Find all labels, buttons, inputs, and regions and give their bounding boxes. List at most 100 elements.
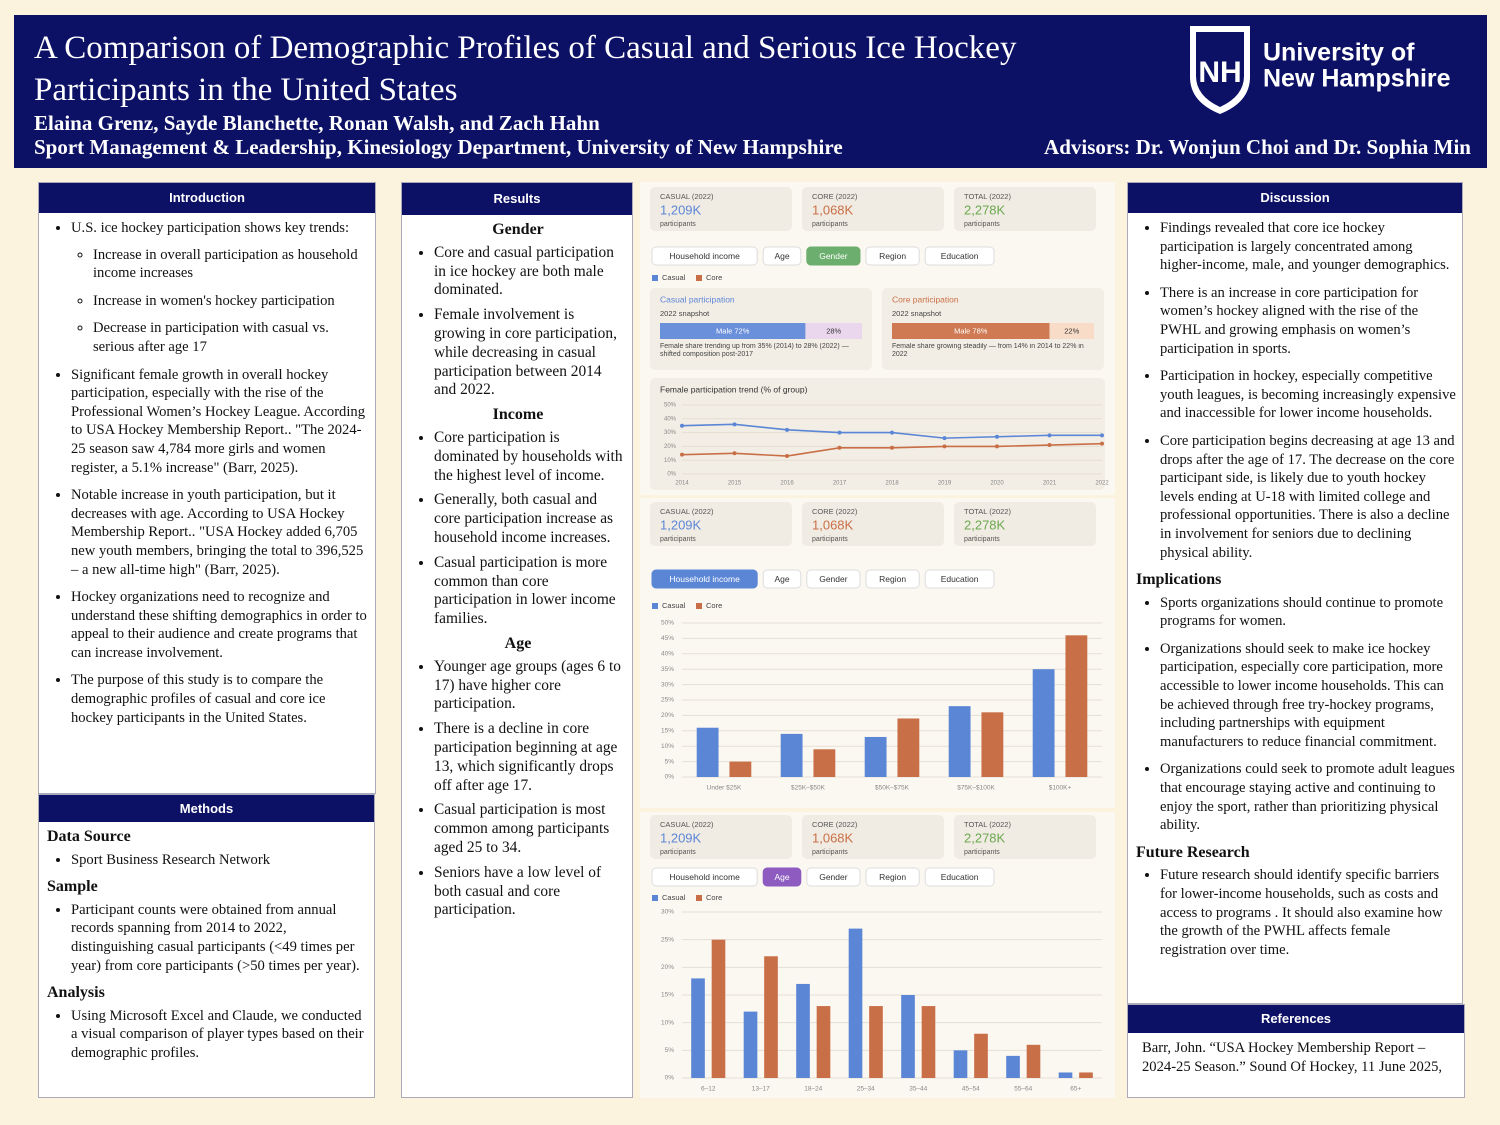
card-label: CASUAL (2022) bbox=[660, 820, 714, 829]
share-label: 22% bbox=[1064, 326, 1079, 335]
point bbox=[732, 451, 737, 456]
y-tick-label: 5% bbox=[665, 758, 675, 765]
tab-label: Gender bbox=[819, 872, 848, 882]
point bbox=[1047, 433, 1052, 438]
y-tick-label: 50% bbox=[664, 403, 677, 409]
logo-text: New Hampshire bbox=[1263, 65, 1451, 93]
tab-label: Education bbox=[941, 872, 979, 882]
tab[interactable] bbox=[924, 867, 995, 887]
section-heading: References bbox=[1128, 1005, 1464, 1033]
bullet: Core and casual participation in ice hoc… bbox=[434, 244, 626, 300]
bar bbox=[948, 706, 971, 777]
bullet: U.S. ice hockey participation shows key … bbox=[71, 219, 369, 357]
tab[interactable] bbox=[651, 867, 758, 887]
tab[interactable] bbox=[865, 867, 920, 887]
tab[interactable] bbox=[806, 867, 861, 887]
subheading: Gender bbox=[492, 221, 544, 238]
legend-label: Core bbox=[706, 273, 722, 282]
point bbox=[680, 423, 684, 428]
sub-bullet: Decrease in participation with casual vs… bbox=[93, 319, 369, 356]
y-tick-label: 10% bbox=[661, 743, 674, 750]
point bbox=[995, 444, 999, 449]
bullet-list: Core and casual participation in ice hoc… bbox=[410, 244, 626, 400]
section-body: Data Source Sport Business Research Netwo… bbox=[39, 822, 374, 1063]
card-unit: participants bbox=[964, 221, 1000, 228]
x-tick-label: 2019 bbox=[938, 481, 952, 487]
tab[interactable] bbox=[651, 569, 758, 589]
point bbox=[680, 452, 684, 457]
x-tick-label: 2021 bbox=[1043, 481, 1057, 487]
x-tick-label: 2016 bbox=[780, 481, 794, 487]
x-tick-label: 25–34 bbox=[857, 1086, 875, 1093]
section-heading: Methods bbox=[39, 795, 374, 822]
tab-label: Region bbox=[879, 251, 906, 261]
tab-label: Age bbox=[774, 872, 789, 882]
tab-label: Region bbox=[879, 872, 906, 882]
bar bbox=[743, 1011, 758, 1078]
bar bbox=[813, 749, 836, 777]
title: A Comparison of Demographic Profiles of … bbox=[34, 30, 1017, 108]
bar bbox=[921, 1006, 936, 1078]
share-label: Male 78% bbox=[954, 326, 988, 335]
section-heading: Discussion bbox=[1128, 183, 1462, 213]
card-unit: participants bbox=[812, 221, 848, 228]
bar bbox=[1065, 635, 1088, 777]
tab[interactable] bbox=[762, 246, 802, 266]
tab[interactable] bbox=[806, 569, 861, 589]
references: References Barr, John. “USA Hockey Membe… bbox=[1127, 1004, 1465, 1098]
tab-label: Education bbox=[941, 251, 979, 261]
card-label: CASUAL (2022) bbox=[660, 507, 714, 516]
point bbox=[942, 444, 947, 449]
subheading: Income bbox=[492, 406, 544, 424]
y-tick-label: 15% bbox=[661, 992, 674, 999]
bar bbox=[1058, 1072, 1073, 1078]
tab[interactable] bbox=[762, 569, 802, 589]
bullet: Younger age groups (ages 6 to 17) have h… bbox=[434, 658, 626, 714]
x-tick-label: 18–24 bbox=[804, 1086, 822, 1093]
discussion: Discussion Findings revealed that core i… bbox=[1127, 182, 1463, 1004]
bullet-list: Sport Business Research Network bbox=[47, 851, 368, 870]
share-bar bbox=[892, 323, 1050, 339]
tab[interactable] bbox=[651, 246, 758, 266]
bullet: Female involvement is growing in core pa… bbox=[434, 306, 626, 400]
bullet: Generally, both casual and core particip… bbox=[434, 491, 626, 547]
tab[interactable] bbox=[924, 569, 995, 589]
card-unit: participants bbox=[660, 536, 696, 543]
stat-card bbox=[954, 815, 1096, 859]
y-tick-label: 0% bbox=[665, 1075, 675, 1082]
card-unit: participants bbox=[964, 849, 1000, 856]
legend-label: Casual bbox=[662, 601, 686, 610]
x-tick-label: 2020 bbox=[990, 481, 1004, 487]
tab-label: Household income bbox=[669, 251, 740, 261]
x-tick-label: 45–54 bbox=[962, 1086, 980, 1093]
snapshot-note: Female share trending up from 35% (2014)… bbox=[660, 343, 849, 358]
y-tick-label: 25% bbox=[661, 697, 674, 704]
legend-label: Core bbox=[706, 601, 722, 610]
y-tick-label: 30% bbox=[661, 909, 674, 916]
bullet-list: U.S. ice hockey participation shows key … bbox=[47, 219, 369, 727]
bullet: Participant counts were obtained from an… bbox=[71, 901, 368, 975]
bar bbox=[901, 995, 915, 1078]
bullet: Casual participation is most common amon… bbox=[434, 801, 626, 857]
stat-card bbox=[954, 502, 1096, 546]
tab[interactable] bbox=[865, 246, 920, 266]
tab[interactable] bbox=[865, 569, 920, 589]
legend-swatch bbox=[696, 275, 702, 281]
section-body: Findings revealed that core ice hockey p… bbox=[1128, 213, 1462, 959]
bar bbox=[974, 1033, 988, 1078]
bullet: Barr, John. “USA Hockey Membership Repor… bbox=[1142, 1040, 1443, 1075]
tab[interactable] bbox=[806, 246, 861, 266]
card-label: CORE (2022) bbox=[812, 507, 858, 516]
methods: Methods Data Source Sport Business Resear… bbox=[38, 794, 375, 1098]
card-value: 1,068K bbox=[812, 830, 854, 845]
y-tick-label: 10% bbox=[664, 458, 677, 464]
tab[interactable] bbox=[762, 867, 802, 887]
bar bbox=[953, 1050, 968, 1078]
bullet-list: Future research should identify specific… bbox=[1136, 866, 1456, 959]
card-unit: participants bbox=[660, 849, 696, 856]
tab[interactable] bbox=[924, 246, 995, 266]
section-body: Gender Core and casual participation in i… bbox=[402, 215, 632, 920]
x-tick-label: 65+ bbox=[1070, 1086, 1081, 1093]
bullet: Seniors have a low level of both casual … bbox=[434, 864, 626, 920]
